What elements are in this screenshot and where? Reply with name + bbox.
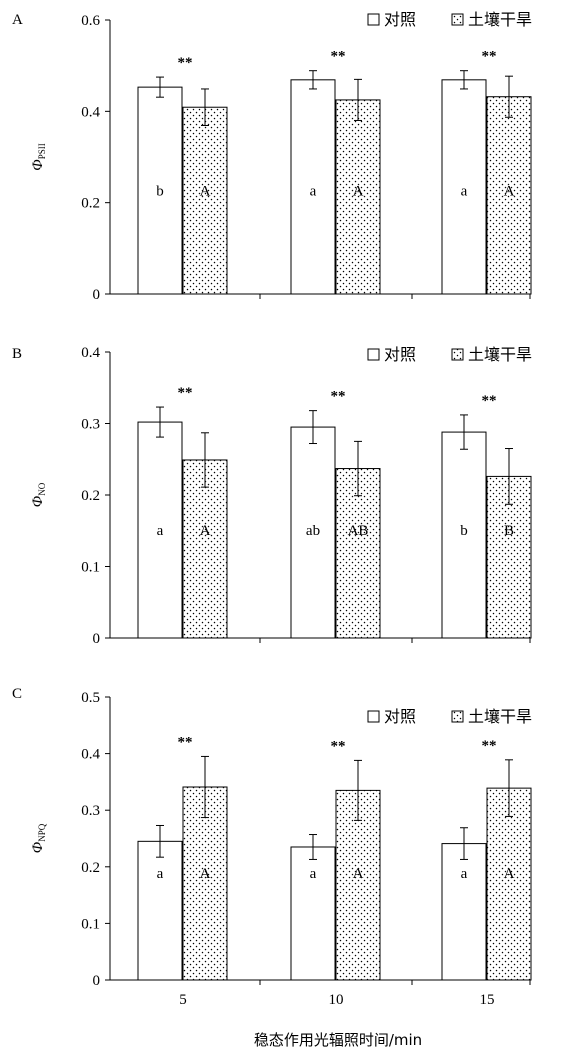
panel-letter: A xyxy=(12,12,23,28)
legend-label: 对照 xyxy=(384,707,416,726)
legend-swatch xyxy=(367,710,380,723)
y-tick-label: 0.2 xyxy=(81,860,100,876)
bar-control xyxy=(137,840,183,981)
significance-letter: A xyxy=(200,866,211,882)
x-tick-label: 5 xyxy=(179,992,187,1008)
y-tick-label: 0.3 xyxy=(81,803,100,819)
bar-control xyxy=(137,86,183,295)
bar-drought xyxy=(486,96,532,295)
significance-stars: ** xyxy=(331,738,346,754)
significance-stars: ** xyxy=(178,734,193,750)
legend-swatch xyxy=(451,348,464,361)
significance-stars: ** xyxy=(331,49,346,65)
legend-label: 对照 xyxy=(384,10,416,29)
bar-drought xyxy=(335,789,381,981)
y-tick-label: 0.4 xyxy=(81,747,100,763)
significance-letter: A xyxy=(504,183,515,199)
y-tick-label: 0.2 xyxy=(81,488,100,504)
y-tick-label: 0.6 xyxy=(81,13,100,29)
significance-letter: b xyxy=(156,183,164,199)
panel-b: B 0 0.1 0.2 0.3 0.4 ΦNO a A ** ab AB ** b B ** 对照 土壤干旱 xyxy=(12,345,532,647)
y-tick-label: 0 xyxy=(93,631,101,647)
legend-swatch xyxy=(367,348,380,361)
significance-letter: B xyxy=(504,523,514,539)
y-axis-label-subscript: NO xyxy=(37,482,47,495)
significance-stars: ** xyxy=(482,393,497,409)
significance-stars: ** xyxy=(331,389,346,405)
panel-letter: B xyxy=(12,346,22,362)
y-axis-label: ΦNPQ xyxy=(30,823,47,853)
legend-swatch xyxy=(451,13,464,26)
bar-control xyxy=(137,421,183,639)
bar-control xyxy=(441,843,487,981)
significance-letter: ab xyxy=(306,523,320,539)
panel-c: C 0 0.1 0.2 0.3 0.4 0.5 ΦNPQ a A ** a A ** a A ** 对照 土壤干旱 xyxy=(12,686,532,989)
bar-control xyxy=(290,79,336,295)
bar-control xyxy=(290,846,336,981)
bar-drought xyxy=(182,786,228,981)
y-axis-label-subscript: NPQ xyxy=(37,823,47,842)
significance-letter: a xyxy=(157,866,164,882)
significance-letter: a xyxy=(310,183,317,199)
significance-stars: ** xyxy=(178,55,193,71)
significance-letter: A xyxy=(353,183,364,199)
significance-letter: A xyxy=(353,866,364,882)
bar-drought xyxy=(182,459,228,639)
x-tick-label: 10 xyxy=(329,992,344,1008)
y-tick-label: 0.4 xyxy=(81,104,100,120)
legend-drought: 土壤干旱 xyxy=(451,707,532,726)
legend-control: 对照 xyxy=(367,707,416,726)
legend-label: 土壤干旱 xyxy=(468,345,532,364)
legend-drought: 土壤干旱 xyxy=(451,10,532,29)
bar-drought xyxy=(182,106,228,295)
bar-drought xyxy=(335,468,381,639)
significance-letter: a xyxy=(461,866,468,882)
y-axis-label: ΦPSII xyxy=(30,143,47,170)
significance-letter: A xyxy=(200,523,211,539)
y-axis-label: ΦNO xyxy=(30,482,47,507)
panel-a: A 0 0.2 0.4 0.6 ΦPSII b A ** a A ** a A ** 对照 土壤干旱 xyxy=(12,10,532,303)
significance-letter: A xyxy=(200,183,211,199)
y-tick-label: 0.5 xyxy=(81,690,100,706)
significance-letter: a xyxy=(310,866,317,882)
significance-letter: a xyxy=(157,523,164,539)
significance-letter: b xyxy=(460,523,468,539)
legend-label: 土壤干旱 xyxy=(468,10,532,29)
y-tick-label: 0 xyxy=(93,973,101,989)
x-axis-title: 稳态作用光辐照时间/min xyxy=(254,1031,422,1049)
legend-drought: 土壤干旱 xyxy=(451,345,532,364)
legend-swatch xyxy=(367,13,380,26)
bar-control xyxy=(290,426,336,639)
significance-letter: A xyxy=(504,866,515,882)
y-tick-label: 0.4 xyxy=(81,345,100,361)
y-tick-label: 0.1 xyxy=(81,916,100,932)
significance-letter: a xyxy=(461,183,468,199)
legend-control: 对照 xyxy=(367,345,416,364)
legend-swatch xyxy=(451,710,464,723)
panel-letter: C xyxy=(12,686,22,702)
legend-control: 对照 xyxy=(367,10,416,29)
significance-stars: ** xyxy=(482,738,497,754)
legend-label: 土壤干旱 xyxy=(468,707,532,726)
y-tick-label: 0.2 xyxy=(81,196,100,212)
x-tick-label: 15 xyxy=(480,992,495,1008)
legend-label: 对照 xyxy=(384,345,416,364)
significance-stars: ** xyxy=(482,49,497,65)
significance-stars: ** xyxy=(178,385,193,401)
significance-letter: AB xyxy=(348,523,369,539)
y-tick-label: 0.1 xyxy=(81,560,100,576)
bar-drought xyxy=(486,787,532,981)
y-tick-label: 0.3 xyxy=(81,417,100,433)
y-axis-label-subscript: PSII xyxy=(37,143,47,159)
y-tick-label: 0 xyxy=(93,287,101,303)
